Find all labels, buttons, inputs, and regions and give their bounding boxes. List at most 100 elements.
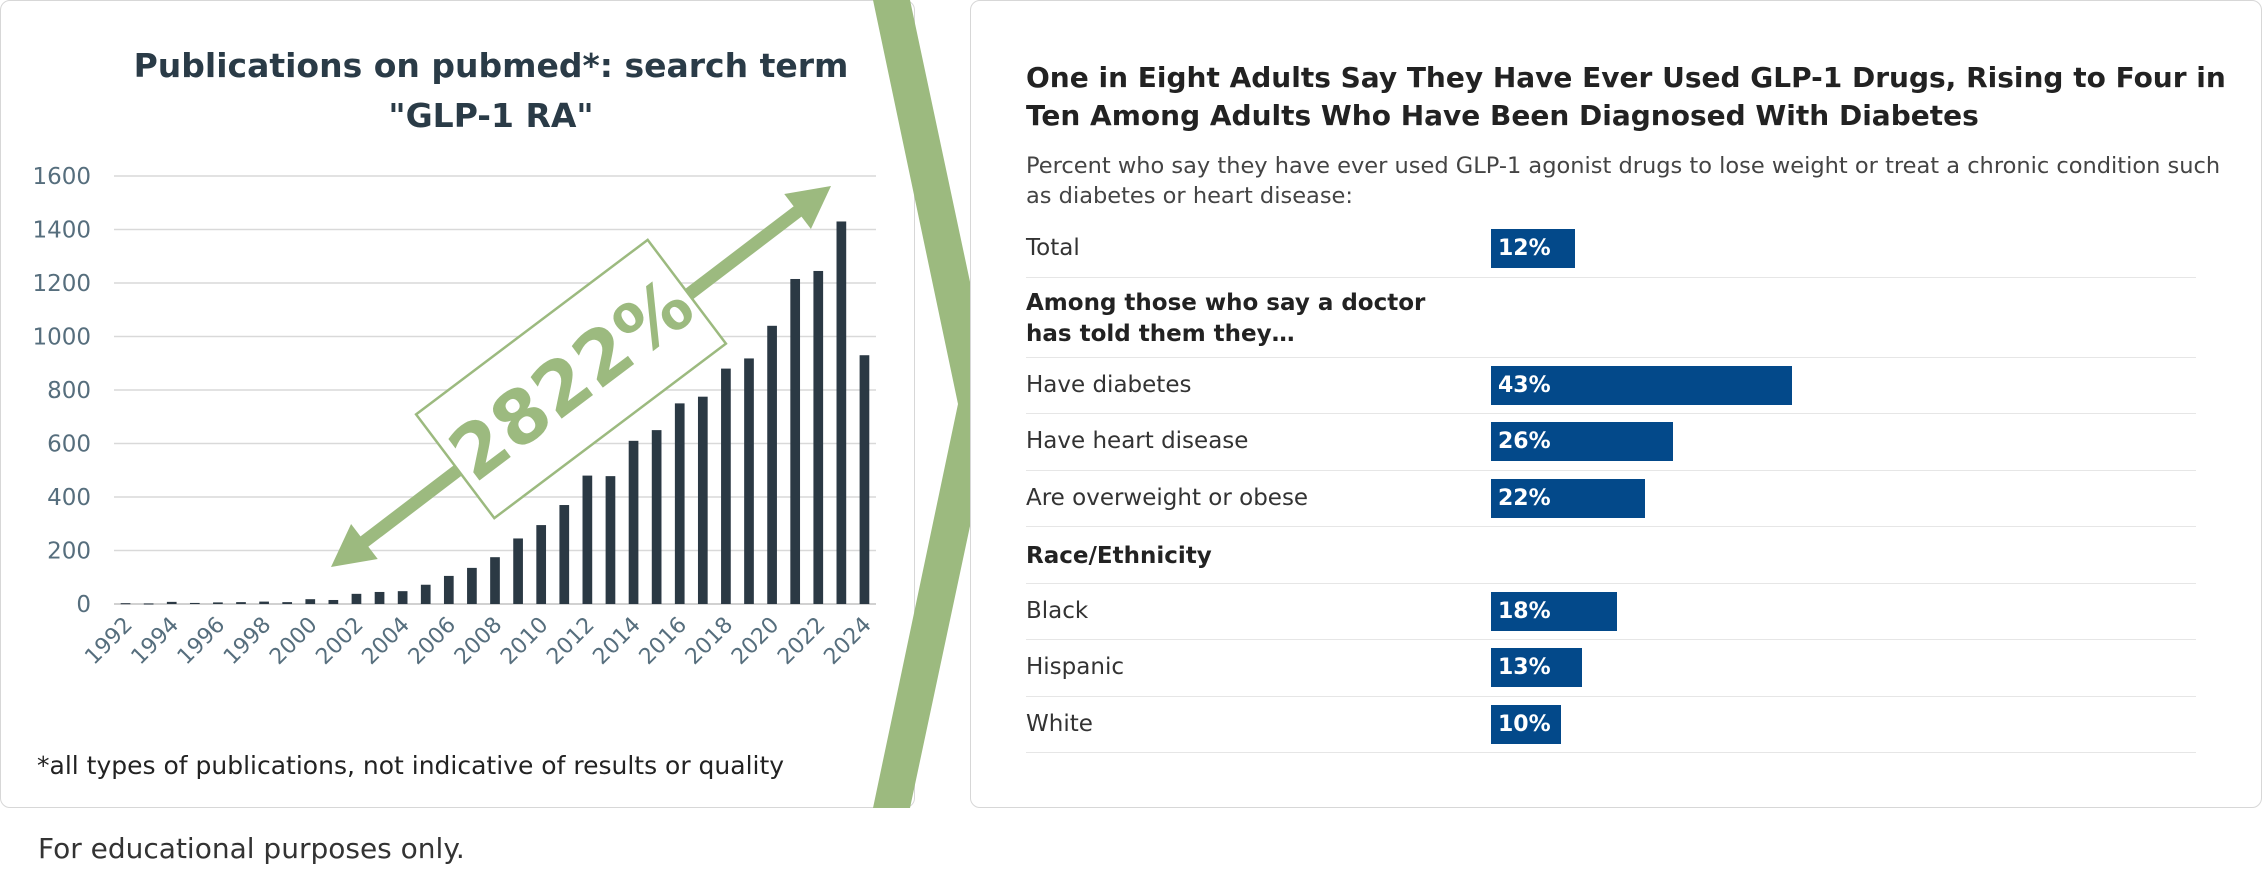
usage-bar: 18% — [1491, 591, 1617, 631]
usage-row: White 10% — [1026, 697, 2196, 753]
usage-row: Black 18% — [1026, 584, 2196, 640]
publication-bar — [674, 403, 685, 604]
growth-arrow-head — [784, 186, 831, 229]
usage-section-label: Race/Ethnicity — [1026, 543, 1212, 569]
publication-bar — [697, 396, 708, 604]
usage-row: Have diabetes 43% — [1026, 358, 2196, 414]
publication-bar — [189, 602, 200, 604]
publications-bar-chart: 0200400600800100012001400160019921994199… — [32, 164, 876, 670]
x-tick-label: 1998 — [219, 613, 276, 670]
x-tick-label: 1994 — [127, 613, 184, 670]
publication-bar — [420, 584, 431, 604]
publication-bar — [536, 525, 547, 604]
growth-arrow-tail — [331, 524, 378, 567]
x-tick-label: 2008 — [450, 613, 507, 670]
y-tick-label: 800 — [47, 378, 91, 404]
x-tick-label: 2018 — [681, 613, 738, 670]
publication-bar — [305, 599, 316, 604]
publication-bar — [813, 270, 824, 604]
x-tick-label: 1996 — [173, 613, 230, 670]
usage-row-label: Have heart disease — [1026, 428, 1249, 454]
publication-bar — [859, 355, 870, 604]
usage-bar: 26% — [1491, 422, 1673, 461]
publication-bar — [767, 325, 777, 604]
publications-panel: Publications on pubmed*: search term "GL… — [0, 0, 915, 808]
usage-row: Total 12% — [1026, 221, 2196, 278]
usage-row: Hispanic 13% — [1026, 640, 2196, 697]
usage-bar-value: 26% — [1498, 429, 1551, 454]
publication-bar — [721, 368, 731, 604]
x-tick-label: 1992 — [81, 613, 138, 670]
publication-bar — [467, 567, 477, 604]
usage-section-header: Race/Ethnicity — [1026, 527, 2196, 584]
publication-bar — [213, 602, 223, 604]
x-tick-label: 2020 — [727, 613, 784, 670]
y-tick-label: 1400 — [32, 218, 91, 244]
publication-bar — [166, 601, 177, 604]
publication-bar — [605, 476, 616, 604]
x-tick-label: 2022 — [773, 613, 830, 670]
publication-bar — [351, 593, 362, 604]
publication-bar — [443, 575, 454, 604]
usage-bar-value: 12% — [1498, 236, 1551, 261]
usage-bar-value: 18% — [1498, 598, 1551, 624]
x-tick-label: 2000 — [265, 613, 322, 670]
publication-bar — [236, 602, 246, 604]
x-tick-label: 2010 — [496, 613, 553, 670]
usage-row-label: Total — [1026, 235, 1080, 261]
x-tick-label: 2012 — [542, 613, 599, 670]
publication-bar — [397, 591, 408, 604]
glp1-usage-panel: One in Eight Adults Say They Have Ever U… — [970, 0, 2262, 808]
publication-bar — [582, 475, 593, 604]
usage-bar: 12% — [1491, 229, 1575, 268]
y-tick-label: 400 — [47, 485, 91, 511]
publication-bar — [744, 358, 754, 604]
publication-bar — [120, 603, 131, 605]
usage-bar: 43% — [1491, 365, 1792, 405]
x-tick-label: 2004 — [358, 613, 415, 670]
y-tick-label: 1600 — [32, 164, 91, 190]
usage-bar-value: 13% — [1498, 655, 1551, 680]
usage-bar-value: 22% — [1498, 485, 1551, 511]
publications-footnote: *all types of publications, not indicati… — [37, 751, 785, 780]
usage-row-label: Black — [1026, 597, 1089, 624]
publication-bar — [836, 221, 847, 604]
publication-bar — [259, 601, 269, 604]
publication-bar — [143, 603, 154, 605]
publication-bar — [628, 440, 639, 604]
usage-chart-title: One in Eight Adults Say They Have Ever U… — [1026, 61, 2226, 132]
usage-row: Have heart disease 26% — [1026, 414, 2196, 471]
publication-bar — [651, 430, 662, 604]
x-tick-label: 2006 — [404, 613, 461, 670]
usage-bar: 22% — [1491, 478, 1645, 518]
y-tick-label: 1000 — [32, 325, 91, 351]
publication-bar — [559, 505, 570, 604]
educational-disclaimer: For educational purposes only. — [38, 832, 465, 865]
publication-bar — [513, 538, 523, 604]
publication-bar — [490, 557, 500, 604]
publication-bar — [374, 591, 385, 604]
usage-bar-value: 10% — [1498, 711, 1551, 737]
x-tick-label: 2014 — [589, 613, 646, 670]
publication-bar — [282, 602, 293, 604]
y-tick-label: 600 — [47, 432, 91, 458]
usage-bar: 13% — [1491, 648, 1582, 687]
y-tick-label: 200 — [47, 539, 91, 565]
x-tick-label: 2016 — [635, 613, 692, 670]
usage-section-header: Among those who say a doctor has told th… — [1026, 278, 2196, 358]
y-tick-label: 1200 — [32, 271, 91, 297]
usage-bar: 10% — [1491, 704, 1561, 744]
publication-bar — [328, 599, 339, 604]
publications-chart-title: Publications on pubmed*: search term "GL… — [133, 46, 849, 135]
usage-row-label: Hispanic — [1026, 654, 1124, 680]
usage-row-label: Are overweight or obese — [1026, 484, 1309, 511]
usage-row: Are overweight or obese 22% — [1026, 471, 2196, 527]
usage-row-label: Have diabetes — [1026, 371, 1192, 398]
x-tick-label: 2024 — [819, 613, 876, 670]
usage-bar-value: 43% — [1498, 372, 1551, 398]
usage-section-label: Among those who say a doctor has told th… — [1026, 289, 1426, 347]
usage-row-label: White — [1026, 710, 1093, 737]
usage-bar-chart: Total 12% Among those who say a doctor has… — [1026, 221, 2196, 753]
y-tick-label: 0 — [76, 592, 91, 618]
publication-bar — [790, 278, 801, 604]
